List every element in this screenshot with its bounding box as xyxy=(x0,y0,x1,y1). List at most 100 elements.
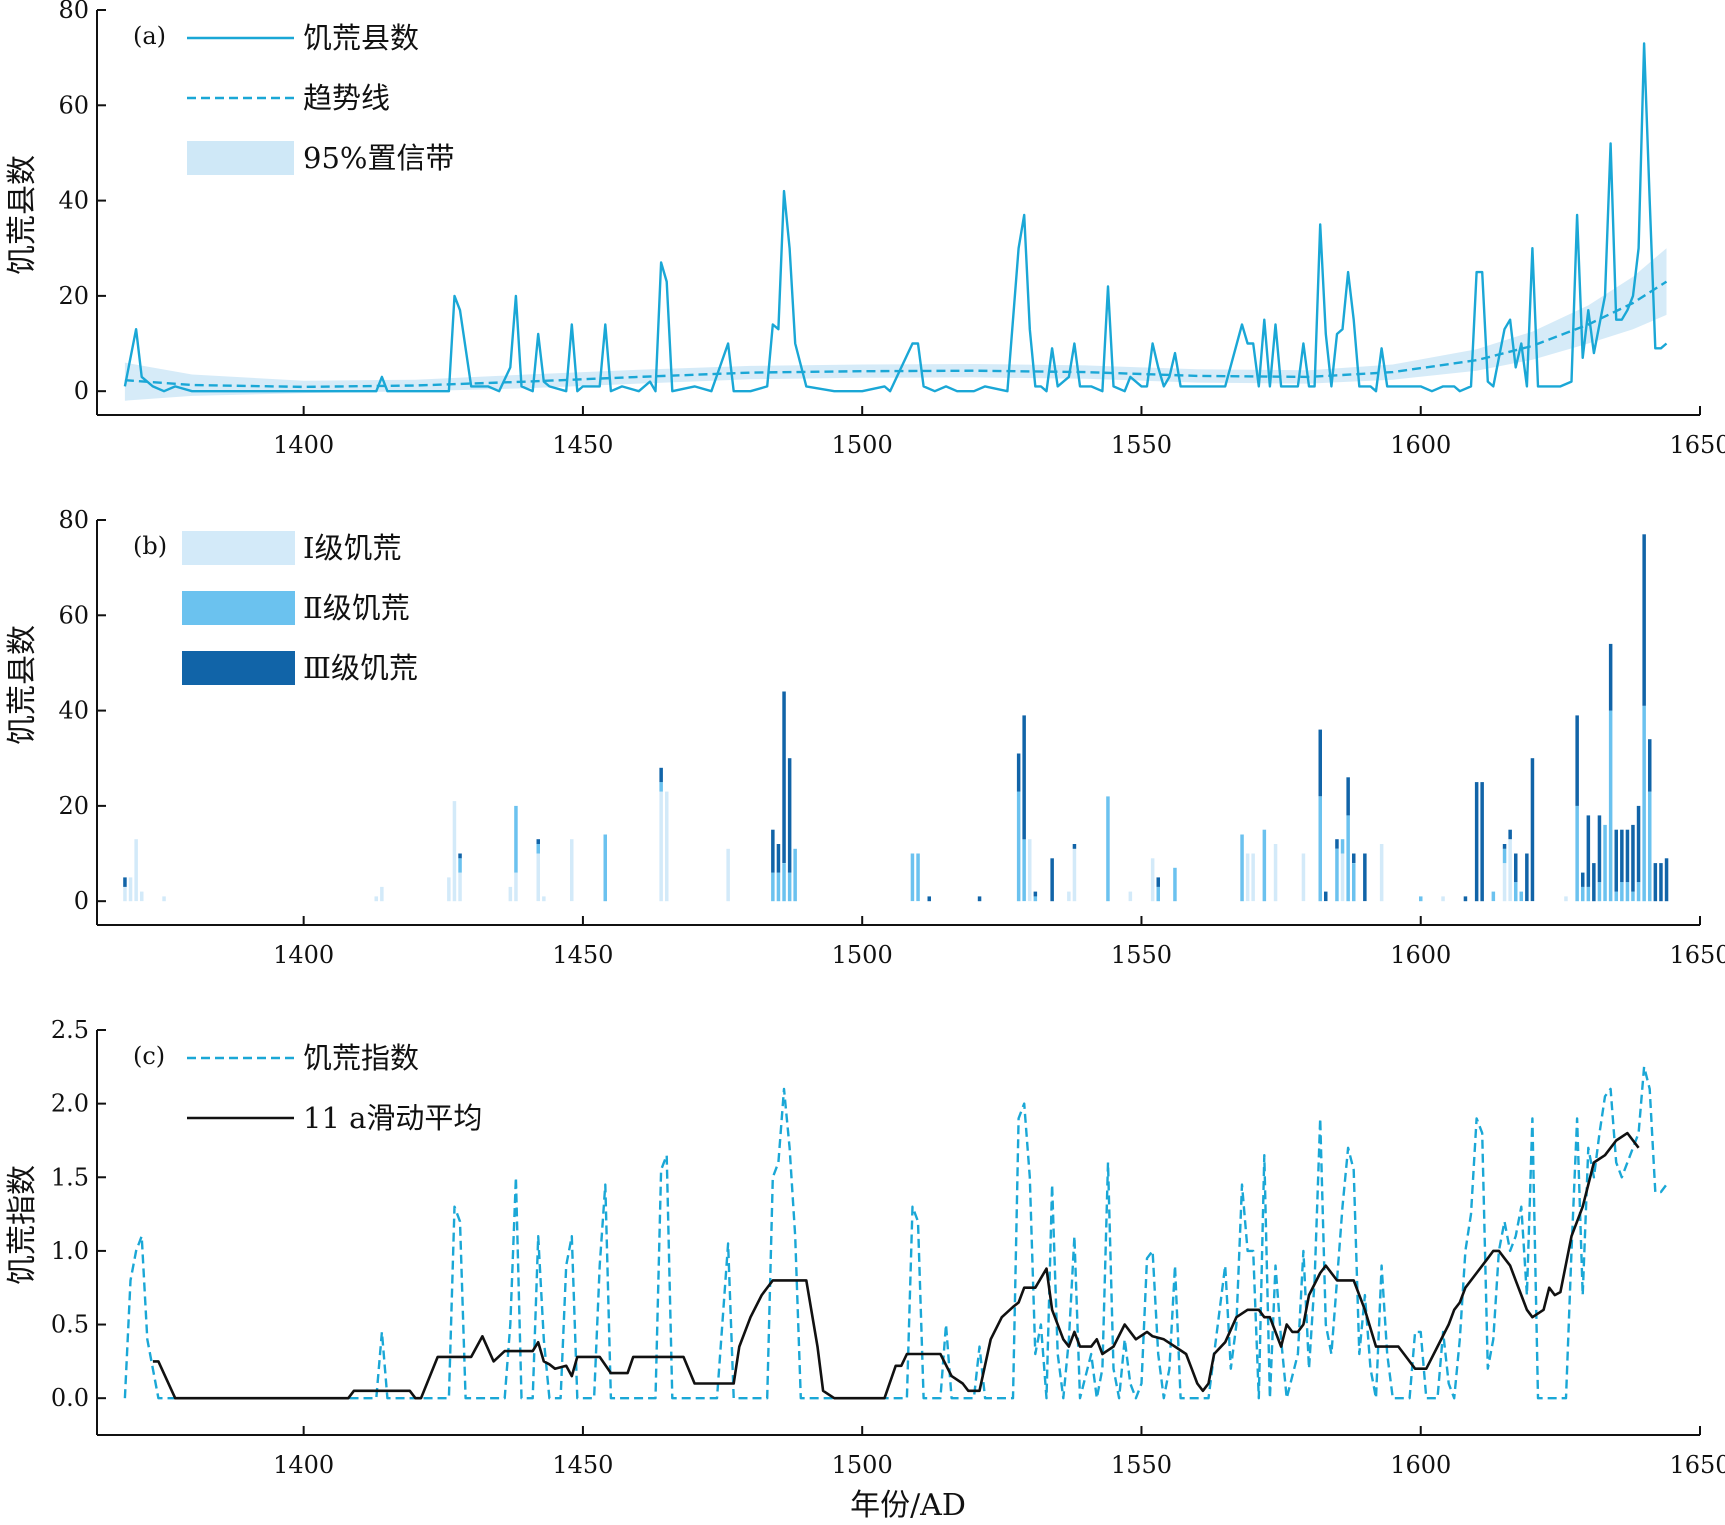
y-tick-label: 1.5 xyxy=(51,1163,89,1191)
bar-segment-level1 xyxy=(1150,858,1155,902)
series-line-1 xyxy=(123,1065,1668,1400)
bar-segment-level2 xyxy=(1648,791,1652,902)
bar-segment-level2 xyxy=(1419,896,1423,902)
bar-segment-level3 xyxy=(123,877,127,887)
bar-segment-level2 xyxy=(1608,710,1613,902)
x-tick-label: 1400 xyxy=(273,431,334,459)
bar-segment-level1 xyxy=(659,791,663,902)
y-tick-label: 40 xyxy=(58,697,89,725)
bar-segment-level2 xyxy=(1586,886,1591,902)
bar-segment-level2 xyxy=(916,853,920,902)
bar-segment-level3 xyxy=(536,839,540,844)
bar-segment-level3 xyxy=(1352,853,1356,863)
bar-segment-level3 xyxy=(1474,782,1479,902)
bar-segment-level3 xyxy=(1463,896,1468,902)
y-tick-label: 60 xyxy=(58,91,89,119)
bar-segment-level3 xyxy=(1530,758,1535,902)
bar-segment-level3 xyxy=(1664,858,1669,902)
bar-segment-level1 xyxy=(447,877,451,902)
bar-segment-level2 xyxy=(1575,805,1579,902)
bar-segment-level2 xyxy=(782,863,786,902)
bar-segment-level3 xyxy=(1502,844,1507,849)
legend-swatch xyxy=(182,591,295,625)
bar-segment-level3 xyxy=(1608,643,1613,711)
bar-segment-level2 xyxy=(1240,834,1244,902)
bar-segment-level2 xyxy=(1318,796,1322,902)
bar-segment-level3 xyxy=(1514,853,1518,883)
bar-segment-level3 xyxy=(1625,829,1630,883)
bar-segment-level2 xyxy=(1642,705,1646,902)
bar-segment-level3 xyxy=(1653,863,1658,902)
bar-segment-level2 xyxy=(1340,839,1345,854)
legend-swatch xyxy=(187,141,294,175)
bar-segment-level3 xyxy=(1318,729,1322,797)
bar-segment-level3 xyxy=(1620,829,1624,883)
bar-segment-level1 xyxy=(1251,853,1255,902)
legend-label: 95%置信带 xyxy=(303,141,454,175)
bar-segment-level3 xyxy=(776,844,781,873)
bar-segment-level1 xyxy=(1379,844,1384,902)
bar-segment-level3 xyxy=(787,758,792,873)
bar-segment-level3 xyxy=(1480,782,1484,902)
y-axis-label: 饥荒县数 xyxy=(5,625,40,745)
bar-segment-level2 xyxy=(514,805,518,873)
legend-label: Ⅲ级饥荒 xyxy=(303,651,418,685)
bar-segment-level2 xyxy=(1581,886,1585,902)
bar-segment-level1 xyxy=(123,886,127,902)
x-tick-label: 1600 xyxy=(1390,431,1451,459)
bar-segment-level2 xyxy=(659,782,663,792)
bar-segment-level2 xyxy=(1352,863,1356,902)
y-tick-label: 0 xyxy=(74,377,89,405)
bar-segment-level2 xyxy=(771,872,775,902)
y-tick-label: 40 xyxy=(58,187,89,215)
series-line-1 xyxy=(123,42,1668,393)
bar-segment-level3 xyxy=(1592,863,1596,902)
bar-segment-level1 xyxy=(1502,863,1507,902)
bar-segment-level2 xyxy=(1016,791,1021,902)
bar-segment-level2 xyxy=(1156,886,1160,902)
bar-segment-level2 xyxy=(1603,824,1607,902)
y-axis-label: 饥荒县数 xyxy=(5,155,40,275)
bar-segment-level2 xyxy=(1022,839,1026,902)
bar-segment-level1 xyxy=(536,853,540,902)
x-tick-label: 1600 xyxy=(1390,1451,1451,1479)
legend-label: 饥荒指数 xyxy=(303,1041,419,1075)
x-tick-label: 1650 xyxy=(1669,941,1725,969)
x-tick-label: 1550 xyxy=(1111,431,1172,459)
y-tick-label: 60 xyxy=(58,601,89,629)
bar-segment-level1 xyxy=(665,791,669,902)
bar-segment-level2 xyxy=(1262,829,1267,902)
bar-segment-level3 xyxy=(1156,877,1160,887)
y-tick-label: 80 xyxy=(58,506,89,534)
legend-swatch xyxy=(182,531,295,565)
bar-segment-level1 xyxy=(162,896,166,902)
bar-segment-level3 xyxy=(1648,739,1652,792)
y-tick-label: 20 xyxy=(58,282,89,310)
series-line-2 xyxy=(152,1131,1640,1400)
bar-segment-level2 xyxy=(1502,848,1507,864)
bar-segment-level2 xyxy=(1106,796,1110,902)
bar-segment-level2 xyxy=(1597,882,1602,902)
bar-segment-level2 xyxy=(1346,815,1350,902)
bar-segment-level1 xyxy=(1340,853,1345,902)
panel-tag: (b) xyxy=(133,532,167,560)
bar-segment-level3 xyxy=(1575,715,1579,806)
x-tick-label: 1650 xyxy=(1669,1451,1725,1479)
bar-segment-level3 xyxy=(1072,844,1077,849)
x-tick-label: 1650 xyxy=(1669,431,1725,459)
y-tick-label: 80 xyxy=(58,0,89,24)
bar-segment-level2 xyxy=(793,848,797,902)
x-tick-label: 1400 xyxy=(273,1451,334,1479)
y-tick-label: 1.0 xyxy=(51,1237,89,1265)
bar-segment-level2 xyxy=(1631,891,1635,902)
legend-label: Ⅰ级饥荒 xyxy=(303,531,401,565)
y-axis-label: 饥荒指数 xyxy=(5,1165,40,1285)
bar-segment-level3 xyxy=(771,829,775,873)
bar-segment-level2 xyxy=(536,844,540,854)
bar-segment-level3 xyxy=(1363,853,1367,902)
bar-segment-level3 xyxy=(458,853,462,859)
x-axis-label: 年份/AD xyxy=(850,1488,966,1523)
bar-segment-level3 xyxy=(1324,891,1328,902)
series-line-2 xyxy=(124,280,1668,389)
